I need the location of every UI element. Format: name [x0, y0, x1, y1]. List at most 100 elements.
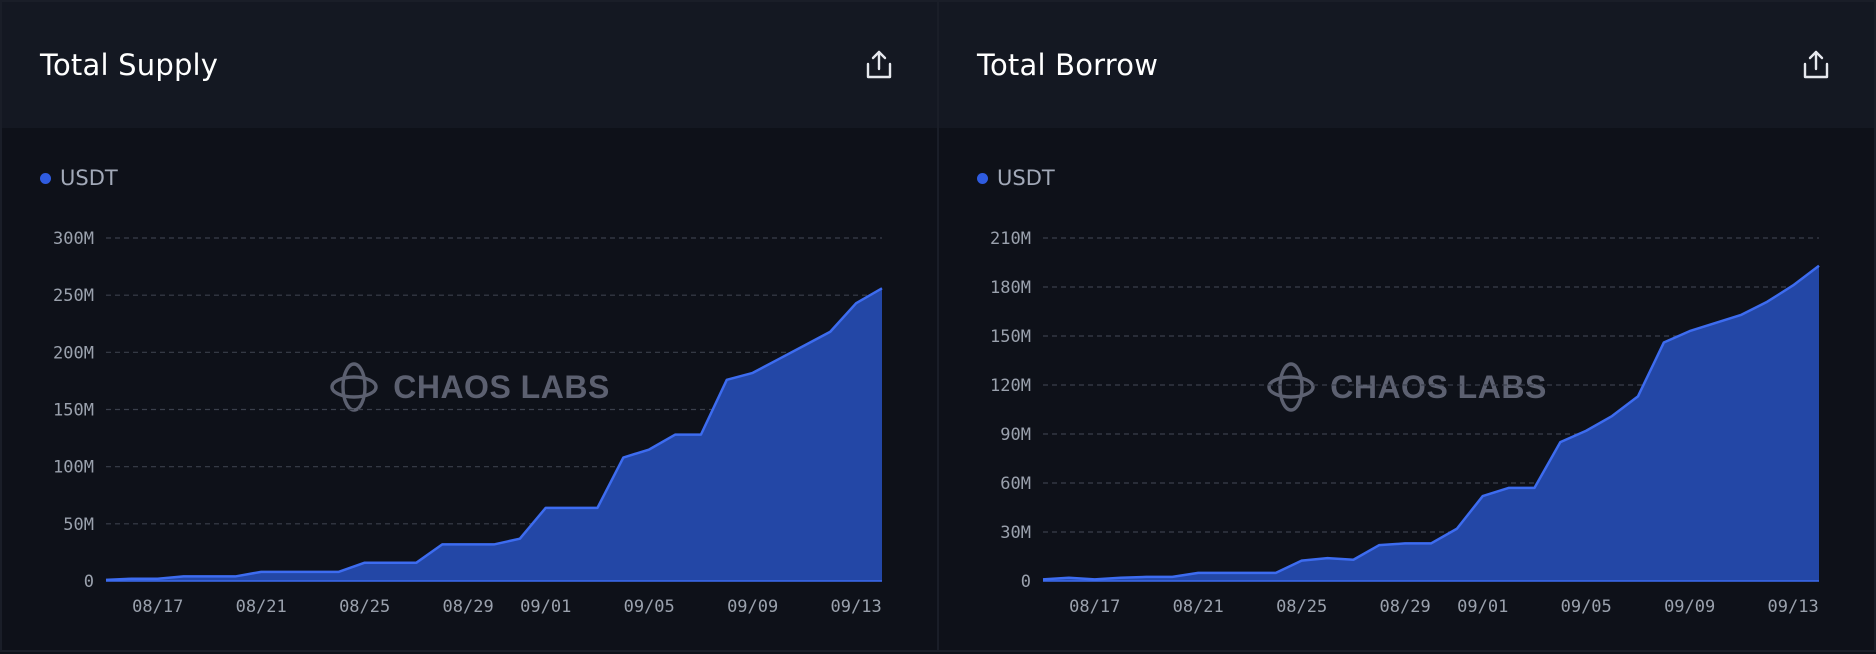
data-point[interactable] — [1299, 558, 1305, 564]
panel-header: Total Supply — [2, 2, 937, 128]
data-point[interactable] — [1506, 485, 1512, 491]
data-point[interactable] — [698, 432, 704, 438]
y-tick-label: 200M — [53, 343, 94, 363]
data-point[interactable] — [1816, 263, 1822, 269]
data-point[interactable] — [1040, 576, 1046, 582]
data-point[interactable] — [1661, 340, 1667, 346]
data-point[interactable] — [1221, 570, 1227, 576]
data-point[interactable] — [543, 505, 549, 511]
y-tick-label: 250M — [53, 286, 94, 306]
data-point[interactable] — [1325, 555, 1331, 561]
data-point[interactable] — [129, 576, 135, 582]
y-tick-label: 180M — [990, 278, 1031, 298]
total-supply-panel: Total Supply USDT CHAOS LABS 0 50M 100M 150… — [2, 2, 937, 650]
x-tick-label: 09/01 — [1457, 597, 1508, 617]
chart-area: USDT CHAOS LABS 0 50M 100M 150M 200M 250M 300M… — [2, 128, 937, 650]
data-point[interactable] — [1402, 540, 1408, 546]
borrow-chart: 0 30M 60M 90M 120M 150M 180M 210M 08/17 08/21 08/2… — [990, 229, 1822, 617]
legend[interactable]: USDT — [40, 166, 118, 190]
data-point[interactable] — [206, 573, 212, 579]
data-point[interactable] — [776, 356, 782, 362]
share-export-icon — [866, 50, 892, 79]
data-point[interactable] — [1247, 570, 1253, 576]
data-point[interactable] — [1066, 575, 1072, 581]
data-point[interactable] — [1687, 328, 1693, 334]
x-tick-label: 08/17 — [1069, 597, 1120, 617]
data-point[interactable] — [103, 577, 109, 583]
y-tick-label: 210M — [990, 229, 1031, 249]
data-point[interactable] — [439, 541, 445, 547]
data-point[interactable] — [853, 300, 859, 306]
y-tick-label: 150M — [990, 327, 1031, 347]
data-point[interactable] — [310, 569, 316, 575]
data-point[interactable] — [232, 573, 238, 579]
data-point[interactable] — [1790, 282, 1796, 288]
data-point[interactable] — [724, 377, 730, 383]
data-point[interactable] — [801, 342, 807, 348]
data-point[interactable] — [1376, 542, 1382, 548]
data-point[interactable] — [594, 505, 600, 511]
data-point[interactable] — [155, 576, 161, 582]
data-point[interactable] — [1454, 526, 1460, 532]
data-point[interactable] — [413, 560, 419, 566]
data-point[interactable] — [1583, 428, 1589, 434]
total-borrow-panel: Total Borrow USDT CHAOS LABS 0 30M 60M 90M 1… — [939, 2, 1874, 650]
data-point[interactable] — [1713, 320, 1719, 326]
export-button[interactable] — [859, 45, 899, 85]
data-point[interactable] — [1169, 574, 1175, 580]
data-point[interactable] — [1738, 312, 1744, 318]
x-tick-label: 08/25 — [339, 597, 390, 617]
legend-label: USDT — [60, 166, 118, 190]
legend-swatch — [977, 172, 988, 184]
x-tick-label: 09/09 — [1664, 597, 1715, 617]
y-tick-label: 60M — [1000, 474, 1031, 494]
data-point[interactable] — [284, 569, 290, 575]
data-point[interactable] — [879, 285, 885, 291]
data-point[interactable] — [672, 432, 678, 438]
data-point[interactable] — [1764, 299, 1770, 305]
data-point[interactable] — [646, 447, 652, 453]
supply-chart: 0 50M 100M 150M 200M 250M 300M 08/17 08/21 08/25 0… — [53, 229, 885, 617]
data-point[interactable] — [1092, 576, 1098, 582]
data-point[interactable] — [1350, 557, 1356, 563]
data-point[interactable] — [1143, 574, 1149, 580]
data-point[interactable] — [1273, 570, 1279, 576]
data-point[interactable] — [1609, 413, 1615, 419]
series-line — [1042, 264, 1820, 581]
data-point[interactable] — [620, 455, 626, 461]
data-point[interactable] — [258, 569, 264, 575]
data-point[interactable] — [750, 370, 756, 376]
data-point[interactable] — [1428, 540, 1434, 546]
data-point[interactable] — [388, 560, 394, 566]
x-tick-label: 08/25 — [1276, 597, 1327, 617]
data-point[interactable] — [181, 573, 187, 579]
data-point[interactable] — [1195, 570, 1201, 576]
legend[interactable]: USDT — [977, 166, 1055, 190]
data-point[interactable] — [465, 541, 471, 547]
panel-title: Total Borrow — [977, 48, 1159, 82]
panel-title: Total Supply — [40, 48, 219, 82]
y-tick-label: 0 — [1021, 572, 1031, 592]
share-export-icon — [1803, 50, 1829, 79]
y-tick-label: 90M — [1000, 425, 1031, 445]
series-area — [1043, 265, 1819, 581]
data-point[interactable] — [569, 505, 575, 511]
data-point[interactable] — [1118, 575, 1124, 581]
y-tick-label: 300M — [53, 229, 94, 249]
data-point[interactable] — [827, 329, 833, 335]
data-point[interactable] — [517, 536, 523, 542]
x-tick-label: 08/29 — [1380, 597, 1431, 617]
export-button[interactable] — [1796, 45, 1836, 85]
data-point[interactable] — [1480, 493, 1486, 499]
panel-header: Total Borrow — [939, 2, 1874, 128]
y-tick-label: 30M — [1000, 523, 1031, 543]
data-point[interactable] — [362, 560, 368, 566]
y-tick-label: 50M — [63, 515, 94, 535]
data-point[interactable] — [1635, 393, 1641, 399]
data-point[interactable] — [491, 541, 497, 547]
data-point[interactable] — [1557, 439, 1563, 445]
x-tick-label: 09/09 — [727, 597, 778, 617]
data-point[interactable] — [336, 569, 342, 575]
data-point[interactable] — [1531, 485, 1537, 491]
